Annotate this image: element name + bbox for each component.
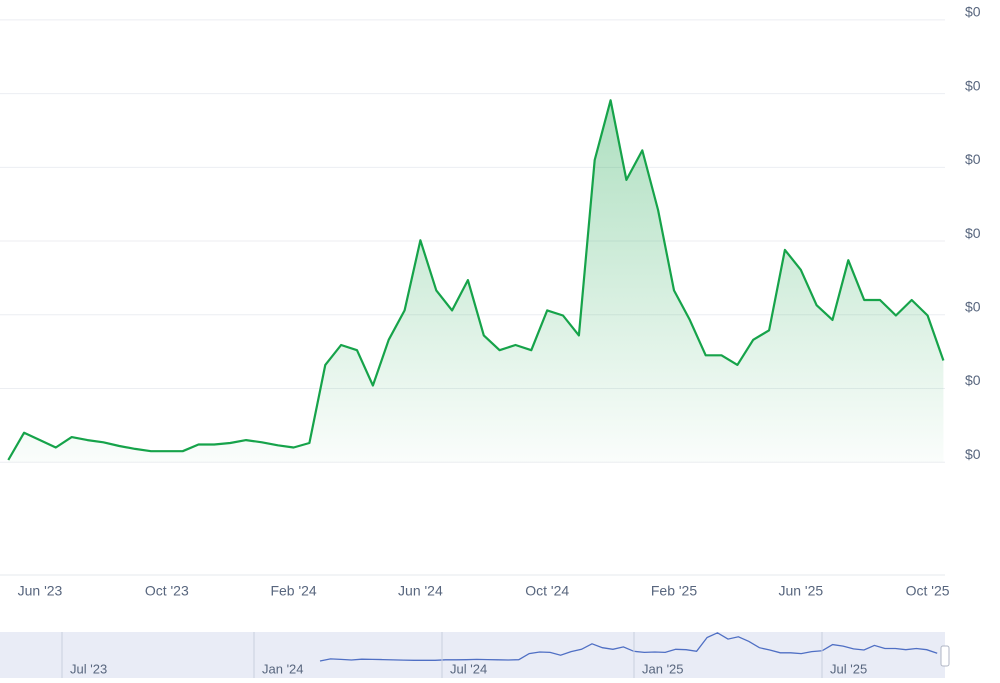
y-tick-label: $0 (965, 298, 981, 314)
price-line (7, 99, 945, 461)
x-tick-label: Feb '24 (270, 583, 316, 599)
navigator-label: Jul '25 (830, 661, 867, 676)
x-tick-label: Oct '24 (525, 583, 569, 599)
y-tick-label: $0 (965, 77, 981, 93)
y-tick-label: $0 (965, 372, 981, 388)
navigator-line (319, 632, 938, 662)
navigator-handle[interactable] (940, 645, 950, 667)
navigator-label: Jul '24 (450, 661, 487, 676)
x-tick-label: Oct '25 (906, 583, 950, 599)
x-tick-label: Jun '24 (398, 583, 443, 599)
y-tick-label: $0 (965, 446, 981, 462)
x-tick-label: Feb '25 (651, 583, 697, 599)
y-tick-label: $0 (965, 151, 981, 167)
navigator-label: Jan '25 (642, 661, 684, 676)
navigator (0, 632, 945, 678)
y-tick-label: $0 (965, 4, 981, 20)
navigator-label: Jan '24 (262, 661, 304, 676)
area (8, 100, 944, 463)
x-tick-label: Jun '23 (18, 583, 63, 599)
navigator-label: Jul '23 (70, 661, 107, 676)
y-tick-label: $0 (965, 225, 981, 241)
x-tick-label: Jun '25 (778, 583, 823, 599)
x-tick-label: Oct '23 (145, 583, 189, 599)
